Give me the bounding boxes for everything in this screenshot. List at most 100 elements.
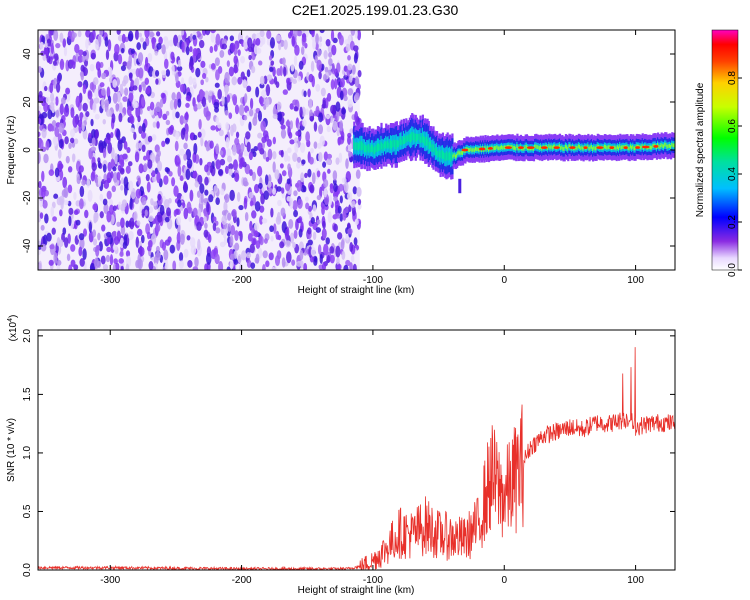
signal-core: [473, 148, 476, 153]
noise-blob: [249, 97, 254, 110]
noise-blob: [354, 111, 359, 123]
signal-core: [662, 144, 666, 149]
noise-blob: [225, 122, 230, 131]
noise-blob: [353, 45, 359, 52]
signal-core: [472, 147, 475, 152]
colorbar: 0.0 0.2 0.4 0.6 0.8 Normalized spectral ampl…: [695, 29, 742, 277]
noise-blob: [333, 223, 338, 233]
noise-blob: [173, 34, 179, 47]
noise-blob: [102, 163, 107, 173]
noise-blob: [148, 206, 154, 214]
noise-blob: [107, 141, 113, 154]
noise-blob: [107, 39, 112, 52]
noise-blob: [354, 92, 360, 101]
noise-blob: [289, 120, 294, 130]
noise-blob: [200, 191, 204, 204]
signal-core: [500, 145, 504, 149]
noise-blob: [78, 123, 82, 134]
noise-blob: [261, 136, 267, 143]
noise-blob: [206, 201, 210, 213]
x-tick-label: 0: [501, 575, 507, 586]
noise-blob: [227, 223, 232, 232]
noise-blob: [312, 221, 318, 231]
noise-blob: [205, 76, 209, 83]
signal-core: [353, 140, 356, 150]
noise-blob: [272, 136, 277, 145]
signal-core: [431, 144, 434, 152]
signal-core: [576, 146, 579, 150]
noise-blob: [322, 161, 327, 168]
signal-core: [587, 144, 590, 149]
noise-blob: [116, 30, 121, 35]
noise-blob: [183, 207, 189, 220]
signal-peak: [653, 144, 659, 148]
signal-core: [582, 147, 585, 151]
noise-blob: [123, 176, 129, 189]
noise-blob: [311, 30, 315, 38]
noise-blob: [123, 140, 128, 150]
noise-blob: [210, 62, 216, 70]
noise-blob: [151, 134, 157, 141]
noise-blob: [184, 129, 189, 142]
noise-blob: [101, 72, 107, 80]
signal-peak: [583, 146, 588, 150]
noise-blob: [103, 173, 108, 182]
noise-blob: [275, 34, 282, 42]
signal-core: [668, 143, 672, 148]
noise-blob: [323, 187, 328, 198]
noise-blob: [175, 111, 180, 119]
noise-blob: [357, 69, 362, 78]
noise-blob: [82, 102, 88, 112]
noise-blob: [338, 152, 343, 163]
noise-blob: [307, 88, 311, 98]
bottom-x-axis-label: Height of straight line (km): [298, 585, 415, 596]
signal-core: [354, 142, 357, 150]
noise-blob: [339, 77, 345, 88]
noise-blob: [269, 225, 274, 233]
noise-blob: [43, 46, 49, 57]
noise-blob: [179, 148, 185, 156]
signal-core: [495, 146, 498, 150]
signal-core: [424, 136, 427, 146]
noise-blob: [55, 109, 60, 118]
noise-blob: [226, 94, 231, 103]
noise-blob: [285, 120, 291, 127]
noise-blob: [165, 69, 171, 77]
noise-blob: [287, 147, 292, 154]
noise-blob: [314, 256, 318, 263]
signal-core: [402, 135, 406, 145]
noise-blob: [119, 168, 125, 175]
noise-blob: [113, 236, 120, 245]
noise-blob: [134, 197, 140, 205]
noise-blob: [44, 213, 49, 224]
noise-blob: [112, 92, 118, 104]
noise-blob: [117, 139, 123, 152]
signal-core: [594, 146, 597, 151]
noise-blob: [62, 38, 67, 48]
noise-blob: [192, 47, 198, 57]
noise-blob: [316, 48, 322, 57]
signal-core: [399, 137, 402, 146]
noise-blob: [352, 186, 357, 195]
noise-blob: [233, 55, 239, 65]
signal-core: [415, 133, 419, 142]
noise-blob: [197, 174, 203, 185]
signal-core: [414, 133, 417, 143]
noise-blob: [305, 108, 309, 116]
noise-blob: [254, 257, 260, 264]
noise-blob: [281, 170, 287, 177]
noise-blob: [292, 200, 298, 211]
noise-blob: [97, 68, 102, 79]
noise-blob: [59, 58, 65, 71]
noise-blob: [230, 225, 236, 236]
noise-blob: [204, 189, 209, 196]
signal-core: [589, 145, 592, 150]
signal-core: [376, 143, 380, 152]
noise-blob: [156, 31, 161, 37]
signal-core: [659, 144, 662, 149]
noise-blob: [257, 142, 263, 152]
noise-blob: [144, 77, 150, 85]
noise-blob: [307, 168, 312, 178]
noise-blob: [101, 224, 106, 232]
noise-blob: [299, 249, 304, 261]
